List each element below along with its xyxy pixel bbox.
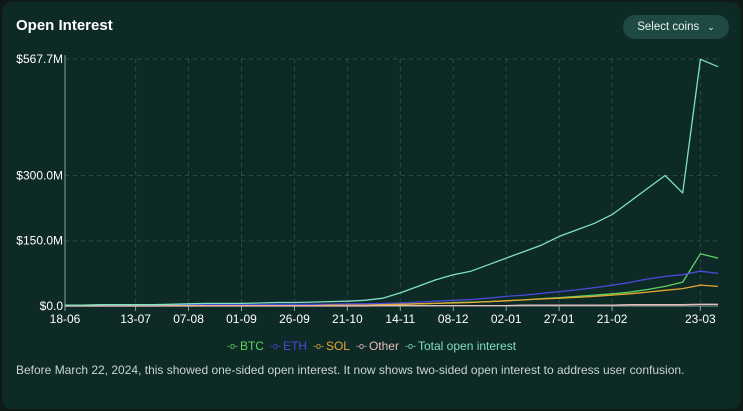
open-interest-chart: $0.0 $150.0M $300.0M $567.7M 18-06 13-07 07-08… — [16, 52, 719, 326]
x-tick-label: 26-09 — [279, 312, 310, 326]
legend-marker-icon: -o- — [404, 341, 416, 351]
legend-marker-icon: -o- — [269, 341, 281, 351]
y-tick-label: $300.0M — [16, 168, 63, 182]
select-coins-button[interactable]: Select coins ⌄ — [623, 15, 729, 39]
y-tick-label: $0.0 — [40, 299, 64, 313]
legend-label: ETH — [282, 339, 307, 353]
x-tick-label: 13-07 — [120, 312, 151, 326]
x-tick-label: 02-01 — [491, 312, 522, 326]
chart-legend: -o- BTC -o- ETH -o- SOL -o- Other -o- Total open … — [2, 339, 741, 353]
legend-label: BTC — [239, 339, 264, 353]
legend-item-btc[interactable]: -o- BTC — [227, 339, 264, 353]
x-tick-label: 08-12 — [438, 312, 469, 326]
series-line-btc — [65, 253, 719, 307]
x-tick-label: 23-03 — [685, 312, 716, 326]
legend-item-total-open-interest[interactable]: -o- Total open interest — [405, 339, 516, 353]
x-tick-label: 01-09 — [226, 312, 257, 326]
x-tick-label: 21-10 — [332, 312, 363, 326]
select-coins-label: Select coins — [637, 21, 700, 33]
x-tick-label: 21-02 — [597, 312, 628, 326]
footnote: Before March 22, 2024, this showed one-s… — [16, 363, 685, 377]
legend-label: SOL — [325, 339, 350, 353]
chevron-down-icon: ⌄ — [707, 21, 715, 32]
legend-marker-icon: -o- — [312, 341, 324, 351]
legend-item-other[interactable]: -o- Other — [356, 339, 399, 353]
legend-marker-icon: -o- — [355, 341, 367, 351]
series-line-other — [65, 303, 718, 307]
series-line-total-open-interest — [65, 58, 719, 306]
x-tick-label: 18-06 — [50, 312, 81, 326]
legend-marker-icon: -o- — [226, 341, 238, 351]
legend-item-sol[interactable]: -o- SOL — [313, 339, 350, 353]
y-tick-label: $150.0M — [16, 234, 63, 248]
legend-label: Other — [368, 339, 399, 353]
x-tick-label: 07-08 — [173, 312, 204, 326]
x-tick-label: 14-11 — [385, 312, 415, 326]
legend-item-eth[interactable]: -o- ETH — [270, 339, 307, 353]
chart-title: Open Interest — [16, 17, 113, 34]
series-line-eth — [65, 270, 719, 307]
legend-label: Total open interest — [417, 339, 517, 353]
y-tick-label: $567.7M — [16, 52, 63, 66]
x-tick-label: 27-01 — [544, 312, 575, 326]
